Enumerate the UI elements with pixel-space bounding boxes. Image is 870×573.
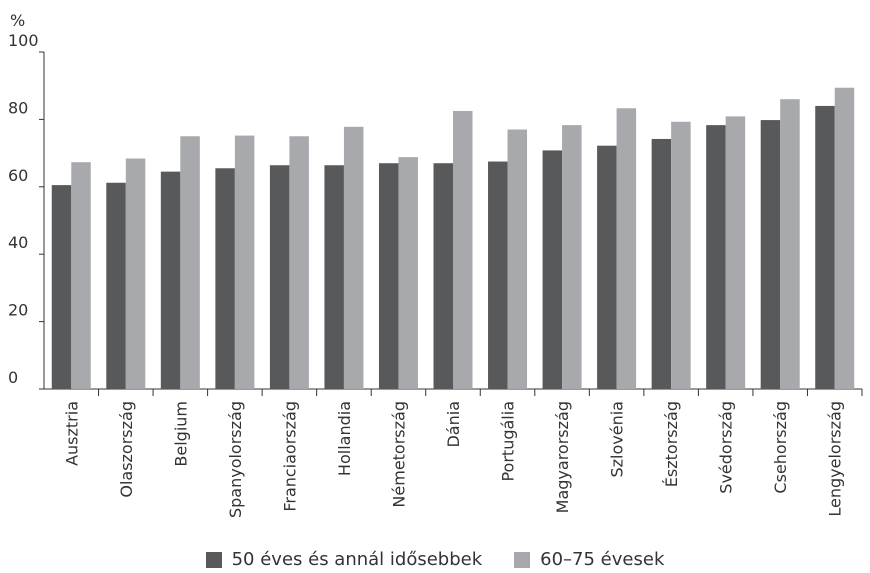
- bar-series-2: [562, 125, 582, 389]
- legend-item-series-1: 50 éves és annál idősebbek: [205, 549, 483, 570]
- x-category-label: Ausztria: [62, 401, 81, 466]
- x-category-label: Magyarország: [553, 401, 572, 513]
- bar-series-1: [706, 125, 726, 389]
- x-category-label: Szlovénia: [608, 401, 627, 478]
- bar-series-2: [507, 129, 528, 389]
- bar-series-1: [269, 165, 290, 389]
- bar-series-2: [71, 162, 91, 389]
- x-category-label: Hollandia: [335, 401, 354, 476]
- bar-series-2: [453, 110, 473, 389]
- bar-series-1: [106, 182, 126, 389]
- bar-series-2: [125, 158, 146, 389]
- bar-series-1: [433, 163, 453, 389]
- bars-group: [51, 87, 855, 390]
- legend-item-series-2: 60–75 évesek: [514, 549, 664, 570]
- bar-series-1: [215, 168, 235, 389]
- bar-series-1: [324, 165, 344, 389]
- bar-series-2: [398, 157, 418, 389]
- y-tick-label: 0: [8, 368, 18, 387]
- y-tick-label: 100: [8, 31, 39, 50]
- x-category-label: Németország: [389, 401, 408, 508]
- bar-series-1: [815, 105, 835, 390]
- bar-series-2: [234, 135, 255, 389]
- y-tick-label: 20: [8, 301, 28, 320]
- x-category-label: Portugália: [499, 401, 518, 482]
- x-category-label: Belgium: [171, 401, 190, 467]
- x-category-label: Olaszország: [117, 401, 136, 498]
- x-category-label: Lengyelország: [826, 401, 845, 517]
- bar-series-2: [834, 87, 855, 390]
- y-tick-label: 60: [8, 166, 28, 185]
- bar-series-1: [160, 171, 181, 389]
- x-axis: [44, 388, 863, 396]
- bar-series-1: [597, 145, 617, 389]
- bar-series-2: [180, 136, 200, 389]
- y-tick-label: 80: [8, 98, 28, 117]
- bar-series-2: [725, 116, 746, 389]
- x-category-label: Észtország: [662, 401, 681, 487]
- bar-series-2: [616, 108, 637, 390]
- x-category-label: Svédország: [717, 401, 736, 494]
- x-category-label: Spanyolország: [226, 401, 245, 518]
- bar-series-1: [760, 120, 781, 389]
- y-axis-unit-label: %: [10, 11, 25, 30]
- bar-series-1: [542, 150, 563, 389]
- bar-series-2: [343, 126, 364, 390]
- legend-label-series-1: 50 éves és annál idősebbek: [231, 549, 483, 570]
- bar-series-1: [651, 138, 672, 389]
- bar-series-2: [671, 121, 691, 389]
- legend-swatch-series-2: [514, 551, 531, 568]
- bar-series-1: [488, 161, 508, 389]
- x-category-label: Dánia: [444, 401, 463, 448]
- y-tick-label: 40: [8, 233, 28, 252]
- bar-series-2: [289, 136, 309, 389]
- category-labels: Ausztria Olaszország Belgium Spanyolország F…: [62, 401, 844, 518]
- legend: 50 éves és annál idősebbek 60–75 évesek: [0, 549, 870, 570]
- y-axis: 0 20 40 60 80 100: [8, 31, 45, 390]
- x-category-label: Franciaország: [280, 401, 299, 512]
- bar-series-1: [378, 163, 399, 389]
- legend-swatch-series-1: [205, 551, 222, 568]
- bar-series-1: [51, 185, 72, 389]
- x-category-label: Csehország: [771, 401, 790, 494]
- legend-label-series-2: 60–75 évesek: [540, 549, 665, 570]
- bar-series-2: [780, 99, 800, 390]
